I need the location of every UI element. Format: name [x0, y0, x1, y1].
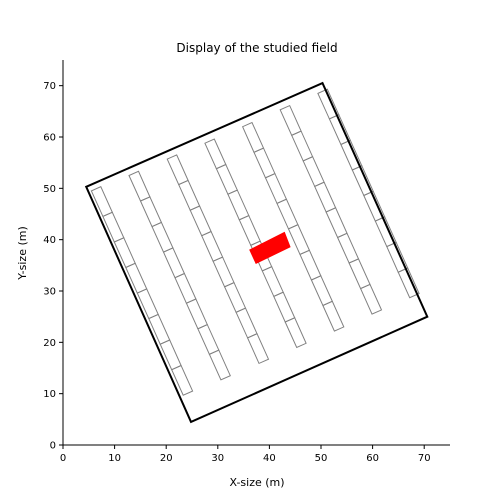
- y-tick-label: 20: [43, 338, 56, 349]
- plot-cell: [322, 300, 345, 332]
- plot-cell: [208, 349, 231, 381]
- highlighted-plot: [249, 231, 291, 264]
- plot-cell: [261, 266, 284, 298]
- y-tick-label: 40: [43, 235, 56, 246]
- x-tick-label: 70: [418, 453, 431, 464]
- plot-cell: [235, 307, 258, 339]
- plot-cell: [241, 121, 265, 153]
- plot-cell: [336, 232, 360, 264]
- plot-cell: [348, 258, 371, 290]
- y-tick-label: 50: [43, 184, 56, 195]
- chart-title: Display of the studied field: [176, 41, 337, 55]
- plot-cell: [125, 262, 148, 294]
- plot-cell: [310, 275, 333, 307]
- plot-cell: [113, 237, 136, 269]
- plot-cell: [246, 333, 270, 365]
- axes-layer: 0 10 20 30 40 50 60 70 0 10 20 30 40 50 60 70: [43, 60, 450, 464]
- x-axis-label: X-size (m): [229, 476, 284, 489]
- plot-cell: [128, 170, 151, 202]
- plot-cell: [174, 272, 197, 304]
- x-tick-label: 60: [366, 453, 379, 464]
- plot-cell: [273, 291, 296, 323]
- plot-cell: [178, 179, 201, 211]
- plot-cell: [325, 207, 348, 239]
- x-tick-label: 40: [263, 453, 276, 464]
- plot-cell: [189, 205, 212, 237]
- x-tick-label: 20: [160, 453, 173, 464]
- y-tick-label: 70: [43, 81, 56, 92]
- plot-cell: [159, 339, 182, 371]
- plot-cell: [212, 256, 235, 288]
- field-boundary-layer: [84, 81, 429, 424]
- x-tick-label: 10: [108, 453, 121, 464]
- plot-cell: [171, 364, 194, 396]
- plot-cell: [151, 221, 174, 253]
- plot-cell: [291, 130, 314, 162]
- plot-cell: [204, 138, 227, 170]
- x-tick-label: 30: [211, 453, 224, 464]
- plot-cell: [185, 298, 208, 330]
- y-tick-label: 10: [43, 389, 56, 400]
- y-tick-label: 30: [43, 287, 56, 298]
- plot-cell: [223, 281, 247, 313]
- plot-cell: [197, 323, 220, 355]
- field-boundary: [84, 81, 429, 424]
- plot-cell: [397, 267, 420, 299]
- x-tick-label: 0: [60, 453, 66, 464]
- plot-cell: [139, 196, 163, 228]
- plot-cell: [201, 230, 224, 262]
- plot-cell: [279, 104, 302, 136]
- plot-cell: [238, 214, 261, 246]
- plots-layer: [90, 88, 420, 396]
- plot-cell: [102, 211, 125, 243]
- plot-cell: [148, 313, 171, 345]
- plot-cell: [287, 224, 311, 256]
- plot-cell: [166, 154, 189, 186]
- plot-cell: [90, 186, 113, 218]
- x-tick-label: 50: [315, 453, 328, 464]
- plot-cell: [227, 189, 250, 221]
- y-tick-label: 0: [50, 441, 56, 452]
- plot-cell: [162, 247, 186, 279]
- plot-cell: [253, 147, 276, 179]
- plot-cell: [299, 249, 322, 281]
- plot-cell: [264, 172, 288, 205]
- plot-cell: [276, 198, 299, 230]
- plot-cell: [215, 163, 238, 195]
- plot-cell: [359, 283, 383, 315]
- y-axis-label: Y-size (m): [16, 226, 29, 281]
- plot-cell: [136, 288, 159, 320]
- y-tick-label: 60: [43, 133, 56, 144]
- plot-cell: [314, 181, 337, 213]
- plot-cell: [284, 317, 307, 349]
- plot-cell: [302, 156, 325, 188]
